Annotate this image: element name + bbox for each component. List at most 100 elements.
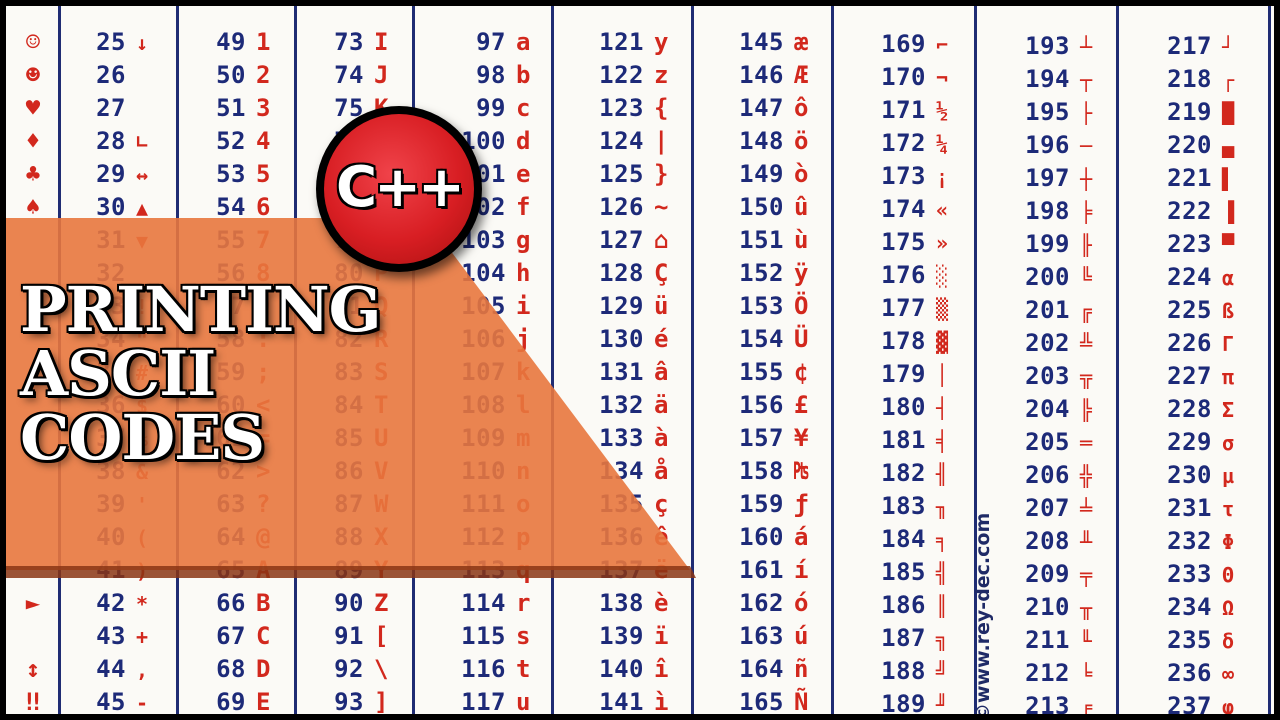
- ascii-glyph: ò: [794, 160, 809, 188]
- ascii-code: 159: [739, 490, 784, 518]
- ascii-row: 201 ╔: [986, 294, 1092, 327]
- ascii-code: 73: [334, 28, 364, 56]
- ascii-code: 202: [1025, 329, 1070, 357]
- ascii-glyph: ♥: [25, 94, 41, 122]
- ascii-glyph: ╟: [1080, 233, 1093, 257]
- ascii-row: 67 C: [186, 620, 270, 653]
- ascii-row: 221 ▌: [1128, 162, 1234, 195]
- ascii-glyph: ú: [794, 622, 809, 650]
- ascii-row: 155 ¢: [702, 356, 808, 389]
- ascii-glyph: í: [794, 556, 809, 584]
- ascii-glyph: α: [1222, 266, 1235, 290]
- ascii-code: 138: [599, 589, 644, 617]
- ascii-row: ↕: [16, 653, 50, 686]
- ascii-glyph: *: [136, 592, 149, 616]
- ascii-code: 231: [1167, 494, 1212, 522]
- ascii-glyph: ╩: [1080, 332, 1093, 356]
- ascii-row: 175 »: [842, 226, 948, 259]
- column-divider: [974, 6, 977, 714]
- ascii-column: 145 æ 146 Æ 147 ô 148 ö 149 ò 150 û 151 ù 152 ÿ 153 Ö 154 Ü…: [694, 6, 834, 714]
- ascii-glyph: ]: [374, 688, 389, 714]
- ascii-glyph: å: [654, 457, 669, 485]
- ascii-row: 25 ↓: [70, 26, 148, 59]
- ascii-row: 202 ╩: [986, 327, 1092, 360]
- ascii-row: 100 d: [424, 125, 530, 158]
- ascii-code: 99: [476, 94, 506, 122]
- ascii-row: 194 ┬: [986, 63, 1092, 96]
- banner-shadow: [6, 566, 696, 578]
- ascii-column: 217 ┘ 218 ┌ 219 █ 220 ▄ 221 ▌ 222 ▐ 223 ▀ 224 α 225 ß 226 Γ…: [1120, 6, 1274, 714]
- ascii-glyph: ☺: [25, 28, 41, 56]
- ascii-glyph: B: [256, 589, 271, 617]
- ascii-row: ☺: [16, 26, 50, 59]
- ascii-code: 128: [599, 259, 644, 287]
- ascii-row: 213 ╒: [986, 690, 1092, 714]
- ascii-row: 237 φ: [1128, 690, 1234, 714]
- ascii-row: 45-: [70, 686, 148, 714]
- ascii-glyph: 1: [256, 28, 271, 56]
- ascii-row: 29 ↔: [70, 158, 148, 191]
- ascii-glyph: ∟: [136, 130, 149, 154]
- ascii-row: ♥: [16, 92, 50, 125]
- ascii-row: 231 τ: [1128, 492, 1234, 525]
- ascii-code: 162: [739, 589, 784, 617]
- ascii-glyph: ∞: [1222, 662, 1235, 686]
- ascii-code: 54: [216, 193, 246, 221]
- ascii-code: 219: [1167, 98, 1212, 126]
- ascii-row: 121 y: [562, 26, 668, 59]
- ascii-glyph: ⌂: [654, 226, 669, 254]
- ascii-row: 224 α: [1128, 261, 1234, 294]
- ascii-code: 52: [216, 127, 246, 155]
- ascii-code: 220: [1167, 131, 1212, 159]
- ascii-glyph: 2: [256, 61, 271, 89]
- ascii-row: 44,: [70, 653, 148, 686]
- ascii-row: 148 ö: [702, 125, 808, 158]
- ascii-row: 227 π: [1128, 360, 1234, 393]
- ascii-code: 198: [1025, 197, 1070, 225]
- ascii-row: 198 ╞: [986, 195, 1092, 228]
- ascii-row: 114 r: [424, 587, 530, 620]
- ascii-code: 116: [461, 655, 506, 683]
- ascii-row: 219 █: [1128, 96, 1234, 129]
- ascii-row: 97 a: [424, 26, 530, 59]
- ascii-glyph: ╒: [1080, 695, 1093, 714]
- ascii-glyph: ╤: [1080, 563, 1093, 587]
- ascii-code: 148: [739, 127, 784, 155]
- ascii-code: 180: [881, 393, 926, 421]
- ascii-code: 150: [739, 193, 784, 221]
- ascii-row: 123 {: [562, 92, 668, 125]
- ascii-code: 201: [1025, 296, 1070, 324]
- ascii-glyph: c: [516, 94, 531, 122]
- ascii-code: 149: [739, 160, 784, 188]
- ascii-row: 124 |: [562, 125, 668, 158]
- ascii-row: 200 ╚: [986, 261, 1092, 294]
- ascii-code: 230: [1167, 461, 1212, 489]
- ascii-glyph: ~: [654, 193, 669, 221]
- ascii-row: 226 Γ: [1128, 327, 1234, 360]
- ascii-code: 173: [881, 162, 926, 190]
- ascii-glyph: ⌐: [936, 33, 949, 57]
- ascii-code: 160: [739, 523, 784, 551]
- ascii-code: 179: [881, 360, 926, 388]
- ascii-row: 132 ä: [562, 389, 668, 422]
- ascii-code: 27: [96, 94, 126, 122]
- ascii-row: ♠: [16, 191, 50, 224]
- ascii-glyph: ┘: [1222, 35, 1235, 59]
- watermark-text: ©www.rey-dec.com: [972, 512, 994, 714]
- ascii-glyph: d: [516, 127, 531, 155]
- ascii-row: 161 í: [702, 554, 808, 587]
- ascii-glyph: ╕: [936, 528, 949, 552]
- ascii-glyph: r: [516, 589, 531, 617]
- ascii-code: 67: [216, 622, 246, 650]
- ascii-code: 194: [1025, 65, 1070, 93]
- ascii-code: 226: [1167, 329, 1212, 357]
- ascii-code: 90: [334, 589, 364, 617]
- ascii-glyph: ÿ: [794, 259, 809, 287]
- ascii-code: 206: [1025, 461, 1070, 489]
- ascii-code: 196: [1025, 131, 1070, 159]
- ascii-code: 163: [739, 622, 784, 650]
- ascii-code: 157: [739, 424, 784, 452]
- ascii-glyph: s: [516, 622, 531, 650]
- ascii-code: 158: [739, 457, 784, 485]
- title-banner: [6, 218, 696, 578]
